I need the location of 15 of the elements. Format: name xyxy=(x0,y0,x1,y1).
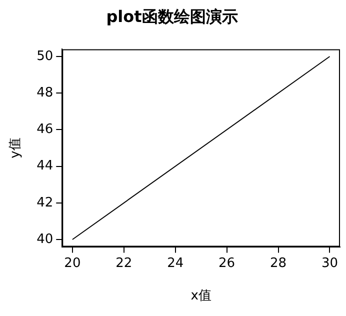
x-axis-title: x值 xyxy=(190,288,212,304)
x-tick-label: 30 xyxy=(321,256,338,271)
x-tick-label: 22 xyxy=(116,256,132,271)
y-tick-label: 40 xyxy=(36,232,54,247)
x-tick-label: 28 xyxy=(270,256,287,271)
y-axis-title: y值 xyxy=(8,138,24,158)
x-tick-label: 26 xyxy=(218,256,236,271)
y-tick-label: 46 xyxy=(36,122,54,138)
chart-title: plot函数绘图演示 xyxy=(106,6,238,26)
y-tick-label: 44 xyxy=(36,158,54,174)
y-tick-label: 48 xyxy=(36,85,54,100)
y-tick-label: 42 xyxy=(36,195,54,210)
x-tick-label: 24 xyxy=(167,256,184,271)
y-tick-label: 50 xyxy=(36,48,54,64)
x-tick-label: 20 xyxy=(64,256,81,271)
